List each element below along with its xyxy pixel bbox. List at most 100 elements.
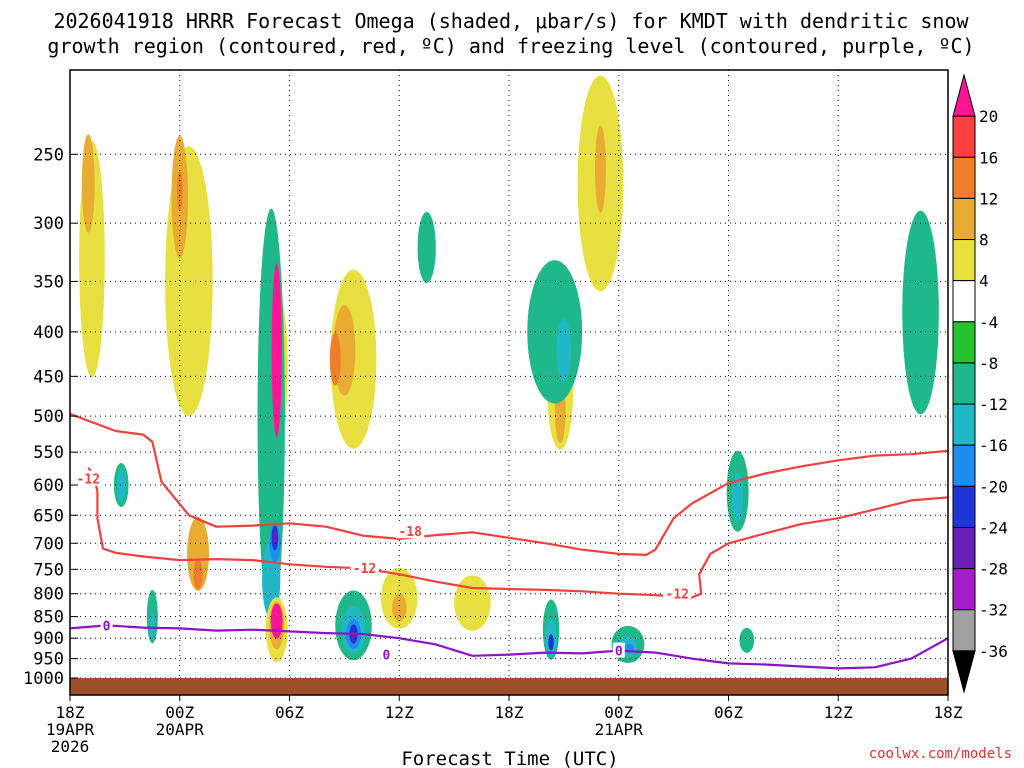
colorbar-swatch [952, 485, 976, 528]
y-tick-label: 250 [33, 145, 64, 165]
y-tick-label: 900 [33, 629, 64, 649]
y-tick-label: 550 [33, 443, 64, 463]
freezing-label-text: 0 [615, 645, 623, 660]
dgz-label-text: -18 [398, 525, 422, 540]
colorbar-top-arrow [952, 73, 976, 117]
x-tick-label: 00Z [604, 703, 633, 722]
colorbar-swatch [952, 403, 976, 446]
colorbar-label: 20 [979, 107, 998, 126]
freezing-label-bg [380, 646, 393, 662]
omega-region [902, 210, 939, 415]
freezing-level-label: 0 [100, 617, 113, 634]
dgz-contour-line [87, 466, 948, 599]
y-tick-label: 850 [33, 608, 64, 628]
dgz-label-text: -12 [77, 473, 100, 488]
y-tick-label: 800 [33, 585, 64, 605]
dgz-label-bg [396, 523, 425, 539]
chart-title-line2: growth region (contoured, red, ºC) and f… [47, 34, 974, 58]
colorbar-label: -4 [979, 313, 998, 332]
colorbar-swatch [952, 568, 976, 611]
colorbar-label: -32 [979, 601, 1008, 620]
colorbar-swatch [952, 280, 976, 323]
freezing-label-bg [100, 617, 113, 633]
colorbar-label: -8 [979, 354, 998, 373]
dgz-label-text: -12 [666, 588, 689, 603]
omega-region [149, 612, 156, 639]
plot-area: -12 -18 -12 -12 0 0 0 [69, 69, 949, 696]
omega-region [81, 134, 95, 233]
dgz-label-text: -12 [353, 562, 376, 577]
x-axis-label: Forecast Time (UTC) [401, 748, 618, 768]
x-tick-label: 2026 [51, 737, 90, 756]
y-tick-label: 600 [33, 476, 64, 496]
colorbar-label: -12 [979, 395, 1008, 414]
x-tick-label: 18Z [934, 703, 963, 722]
colorbar-label: 8 [979, 231, 989, 250]
omega-region [270, 603, 283, 639]
y-tick-label: 950 [33, 650, 64, 670]
omega-region [739, 627, 755, 653]
omega-region [417, 212, 436, 284]
dgz-label-bg [663, 585, 692, 601]
y-tick-label: 350 [33, 272, 64, 292]
chart-titles: 2026041918 HRRR Forecast Omega (shaded, … [47, 9, 974, 58]
y-axis-ticks: 2503003504004505005506006507007508008509… [23, 145, 78, 689]
colorbar-label: -20 [979, 477, 1008, 496]
y-tick-label: 500 [33, 407, 64, 427]
omega-region [594, 125, 606, 213]
colorbar-swatch [952, 197, 976, 241]
omega-region [273, 529, 277, 547]
colorbar-label: 4 [979, 272, 989, 291]
dgz-contour-label: -18 [396, 523, 425, 540]
colorbar-swatch [952, 239, 976, 282]
y-tick-label: 450 [33, 367, 64, 387]
x-tick-label: 18Z [495, 703, 524, 722]
credit-text: coolwx.com/models [869, 746, 1012, 762]
omega-region [454, 575, 491, 631]
colorbar-label: -16 [979, 436, 1008, 455]
x-tick-label: 06Z [275, 703, 304, 722]
dgz-label-bg [350, 559, 379, 575]
freezing-level-line [70, 624, 948, 670]
dgz-contour-label: -12 [663, 585, 692, 603]
dgz-contour-label: -12 [74, 470, 103, 488]
colorbar-bottom-arrow [952, 650, 976, 694]
omega-region [391, 593, 407, 622]
colorbar-swatch [952, 444, 976, 487]
colorbar-label: 16 [979, 148, 998, 167]
x-tick-label: 21APR [595, 720, 644, 739]
grid [70, 70, 948, 695]
x-tick-label: 19APR [46, 720, 95, 739]
y-tick-label: 300 [33, 214, 64, 234]
y-tick-label: 400 [33, 323, 64, 343]
omega-region [329, 332, 341, 386]
colorbar-swatch [952, 526, 976, 570]
omega-shading [79, 75, 939, 664]
x-tick-label: 00Z [165, 703, 194, 722]
y-tick-label: 1000 [23, 669, 64, 689]
colorbar-label: -36 [979, 642, 1008, 661]
x-tick-label: 12Z [824, 703, 853, 722]
colorbar-swatch [952, 609, 976, 652]
x-tick-label: 12Z [385, 703, 414, 722]
omega-region [351, 630, 356, 642]
dgz-contours: -12 -18 -12 -12 [70, 412, 948, 603]
x-tick-label: 06Z [714, 703, 743, 722]
omega-region [193, 559, 203, 590]
freezing-level-label: 0 [380, 646, 393, 664]
chart-title-line1: 2026041918 HRRR Forecast Omega (shaded, … [53, 9, 969, 33]
omega-region [116, 469, 126, 501]
dgz-label-bg [74, 470, 103, 486]
colorbar-swatch [952, 362, 976, 405]
freezing-label-bg [612, 642, 625, 658]
dgz-contour-label: -12 [350, 559, 379, 577]
y-tick-label: 650 [33, 506, 64, 526]
x-tick-label: 18Z [56, 703, 85, 722]
colorbar-swatch [952, 321, 976, 364]
omega-region [556, 318, 572, 382]
freezing-level-label: 0 [612, 642, 625, 660]
omega-region [548, 634, 554, 651]
omega-region [271, 263, 282, 438]
